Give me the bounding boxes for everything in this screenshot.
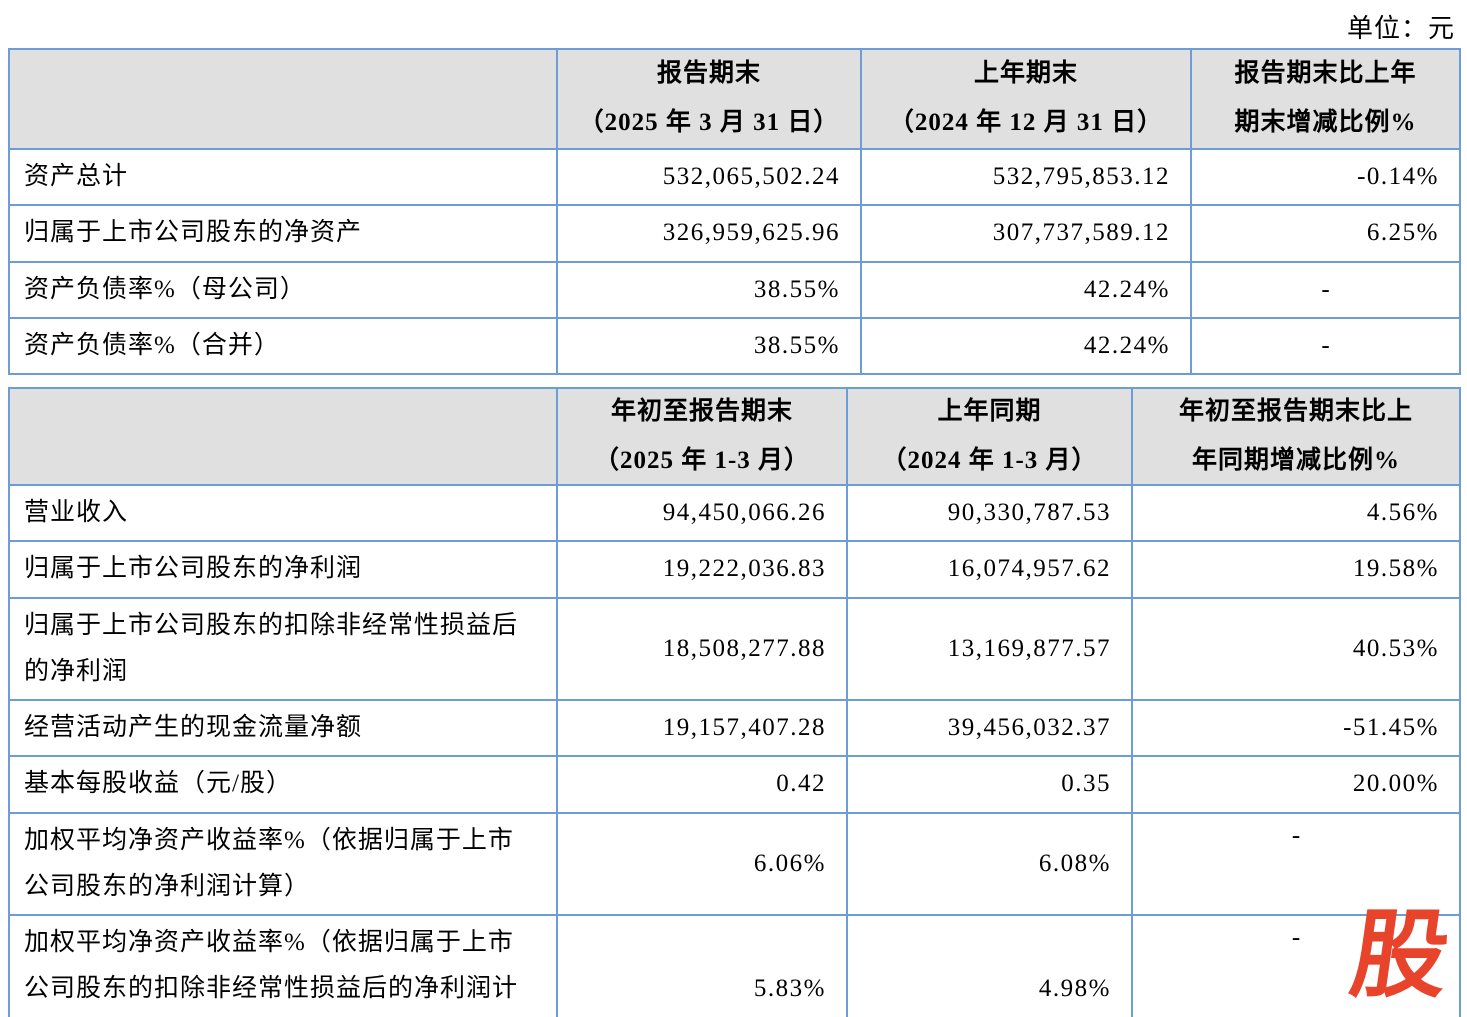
table1-col-change: 报告期末比上年 期末增减比例%	[1190, 48, 1461, 150]
prior-value: 39,456,032.37	[846, 698, 1133, 758]
table-row: 资产总计 532,065,502.24 532,795,853.12 -0.14…	[8, 147, 1461, 207]
table2-col-prior: 上年同期 （2024 年 1-3 月）	[846, 387, 1133, 486]
header-line: （2025 年 3 月 31 日）	[578, 109, 840, 136]
header-line: （2024 年 12 月 31 日）	[888, 109, 1164, 136]
change-value: -	[1190, 316, 1461, 376]
current-value: 38.55%	[556, 260, 862, 319]
table1-col-prior: 上年期末 （2024 年 12 月 31 日）	[860, 48, 1192, 150]
row-label: 资产负债率%（母公司）	[8, 260, 558, 319]
income-statement-table: 年初至报告期末 （2025 年 1-3 月） 上年同期 （2024 年 1-3 …	[8, 387, 1461, 1017]
header-line: （2024 年 1-3 月）	[881, 446, 1098, 474]
table-row: 经营活动产生的现金流量净额 19,157,407.28 39,456,032.3…	[8, 698, 1461, 758]
change-value: -	[1131, 811, 1461, 916]
row-label: 加权平均净资产收益率%（依据归属于上市公司股东的扣除非经常性损益后的净利润计算）	[8, 914, 558, 1017]
row-label: 归属于上市公司股东的净资产	[8, 204, 558, 263]
table-row: 加权平均净资产收益率%（依据归属于上市公司股东的扣除非经常性损益后的净利润计算）…	[8, 914, 1461, 1017]
prior-value: 307,737,589.12	[860, 204, 1192, 263]
row-label: 归属于上市公司股东的净利润	[8, 540, 558, 599]
header-line: 期末增减比例%	[1234, 109, 1417, 136]
header-line: 报告期末比上年	[1234, 60, 1417, 88]
current-value: 6.06%	[556, 811, 848, 916]
change-value: -0.14%	[1190, 147, 1461, 207]
row-label: 营业收入	[8, 483, 558, 543]
prior-value: 6.08%	[846, 811, 1133, 916]
change-value: 40.53%	[1131, 596, 1461, 701]
prior-value: 90,330,787.53	[846, 483, 1133, 543]
table2-header-row: 年初至报告期末 （2025 年 1-3 月） 上年同期 （2024 年 1-3 …	[8, 387, 1461, 486]
table2-corner-cell	[8, 387, 558, 486]
table-row: 归属于上市公司股东的净利润 19,222,036.83 16,074,957.6…	[8, 540, 1461, 599]
table-row: 归属于上市公司股东的扣除非经常性损益后的净利润 18,508,277.88 13…	[8, 596, 1461, 701]
current-value: 532,065,502.24	[556, 147, 862, 207]
header-line: 上年同期	[937, 397, 1042, 425]
row-label: 基本每股收益（元/股）	[8, 755, 558, 814]
change-value: 19.58%	[1131, 540, 1461, 599]
table-row: 资产负债率%（合并） 38.55% 42.24% -	[8, 316, 1461, 376]
header-line: （2025 年 1-3 月）	[593, 446, 811, 474]
prior-value: 42.24%	[860, 316, 1192, 376]
prior-value: 13,169,877.57	[846, 596, 1133, 701]
current-value: 5.83%	[556, 914, 848, 1017]
balance-sheet-table: 报告期末 （2025 年 3 月 31 日） 上年期末 （2024 年 12 月…	[8, 48, 1461, 376]
prior-value: 0.35	[846, 755, 1133, 814]
prior-value: 532,795,853.12	[860, 147, 1192, 207]
header-line: 年同期增减比例%	[1191, 446, 1400, 474]
header-line: 报告期末	[656, 60, 761, 88]
change-value: -	[1131, 914, 1461, 1017]
table-row: 归属于上市公司股东的净资产 326,959,625.96 307,737,589…	[8, 204, 1461, 263]
table-row: 营业收入 94,450,066.26 90,330,787.53 4.56%	[8, 483, 1461, 543]
current-value: 19,157,407.28	[556, 698, 848, 758]
table1-header-row: 报告期末 （2025 年 3 月 31 日） 上年期末 （2024 年 12 月…	[8, 48, 1461, 150]
table-row: 加权平均净资产收益率%（依据归属于上市公司股东的净利润计算） 6.06% 6.0…	[8, 811, 1461, 916]
current-value: 19,222,036.83	[556, 540, 848, 599]
row-label: 资产负债率%（合并）	[8, 316, 558, 376]
current-value: 38.55%	[556, 316, 862, 376]
header-line: 年初至报告期末	[610, 397, 793, 425]
row-label: 归属于上市公司股东的扣除非经常性损益后的净利润	[8, 596, 558, 701]
current-value: 94,450,066.26	[556, 483, 848, 543]
current-value: 18,508,277.88	[556, 596, 848, 701]
row-label: 经营活动产生的现金流量净额	[8, 698, 558, 758]
row-label: 资产总计	[8, 147, 558, 207]
header-line: 年初至报告期末比上	[1178, 397, 1413, 425]
change-value: -51.45%	[1131, 698, 1461, 758]
table-row: 资产负债率%（母公司） 38.55% 42.24% -	[8, 260, 1461, 319]
current-value: 0.42	[556, 755, 848, 814]
header-line: 上年期末	[973, 60, 1078, 88]
unit-label: 单位：元	[1346, 14, 1455, 43]
table1-col-current: 报告期末 （2025 年 3 月 31 日）	[556, 48, 862, 150]
row-label: 加权平均净资产收益率%（依据归属于上市公司股东的净利润计算）	[8, 811, 558, 916]
prior-value: 4.98%	[846, 914, 1133, 1017]
change-value: 20.00%	[1131, 755, 1461, 814]
table-row: 基本每股收益（元/股） 0.42 0.35 20.00%	[8, 755, 1461, 814]
change-value: 6.25%	[1190, 204, 1461, 263]
change-value: -	[1190, 260, 1461, 319]
table1-corner-cell	[8, 48, 558, 150]
stock-watermark-logo: 股	[1344, 902, 1456, 1009]
current-value: 326,959,625.96	[556, 204, 862, 263]
change-value: 4.56%	[1131, 483, 1461, 543]
prior-value: 16,074,957.62	[846, 540, 1133, 599]
prior-value: 42.24%	[860, 260, 1192, 319]
table2-col-change: 年初至报告期末比上 年同期增减比例%	[1131, 387, 1461, 486]
table2-col-current: 年初至报告期末 （2025 年 1-3 月）	[556, 387, 848, 486]
